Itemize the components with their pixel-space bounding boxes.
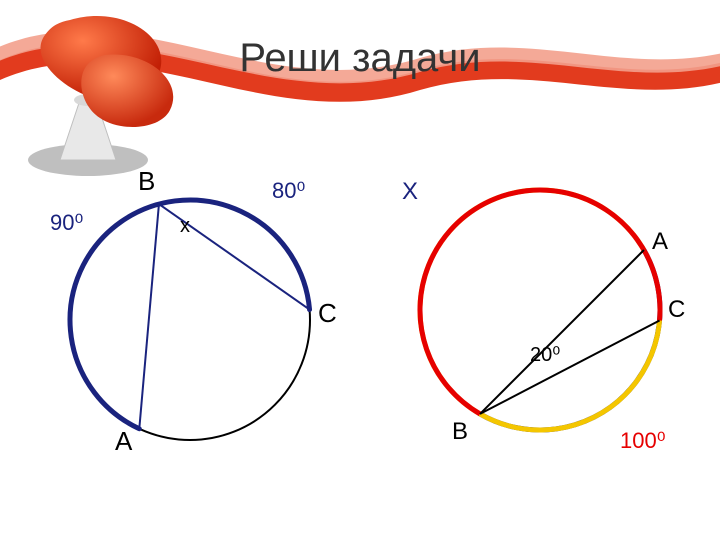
diagram-1-label-x: x — [180, 215, 190, 238]
slide-title: Реши задачи — [0, 36, 720, 81]
diagram-2-label-angle: 20⁰ — [530, 342, 560, 367]
diagram-2-label-A: A — [652, 228, 668, 256]
diagram-2-label-C: C — [668, 296, 685, 324]
diagram-1-label-arcBC: 80⁰ — [272, 178, 305, 204]
diagram-1-label-C: C — [318, 298, 337, 329]
diagram-1-label-arcAB: 90⁰ — [50, 210, 83, 236]
diagram-2-label-arcCB: 100⁰ — [620, 428, 666, 454]
diagram-2-label-x: X — [402, 178, 418, 206]
diagram-1-label-B: B — [138, 166, 155, 197]
diagram-1-label-A: A — [115, 426, 132, 457]
diagram-2-label-B: B — [452, 418, 468, 446]
slide: Реши задачи 90⁰ 80⁰ x A B C X 20⁰ 100⁰ A B C — [0, 0, 720, 540]
